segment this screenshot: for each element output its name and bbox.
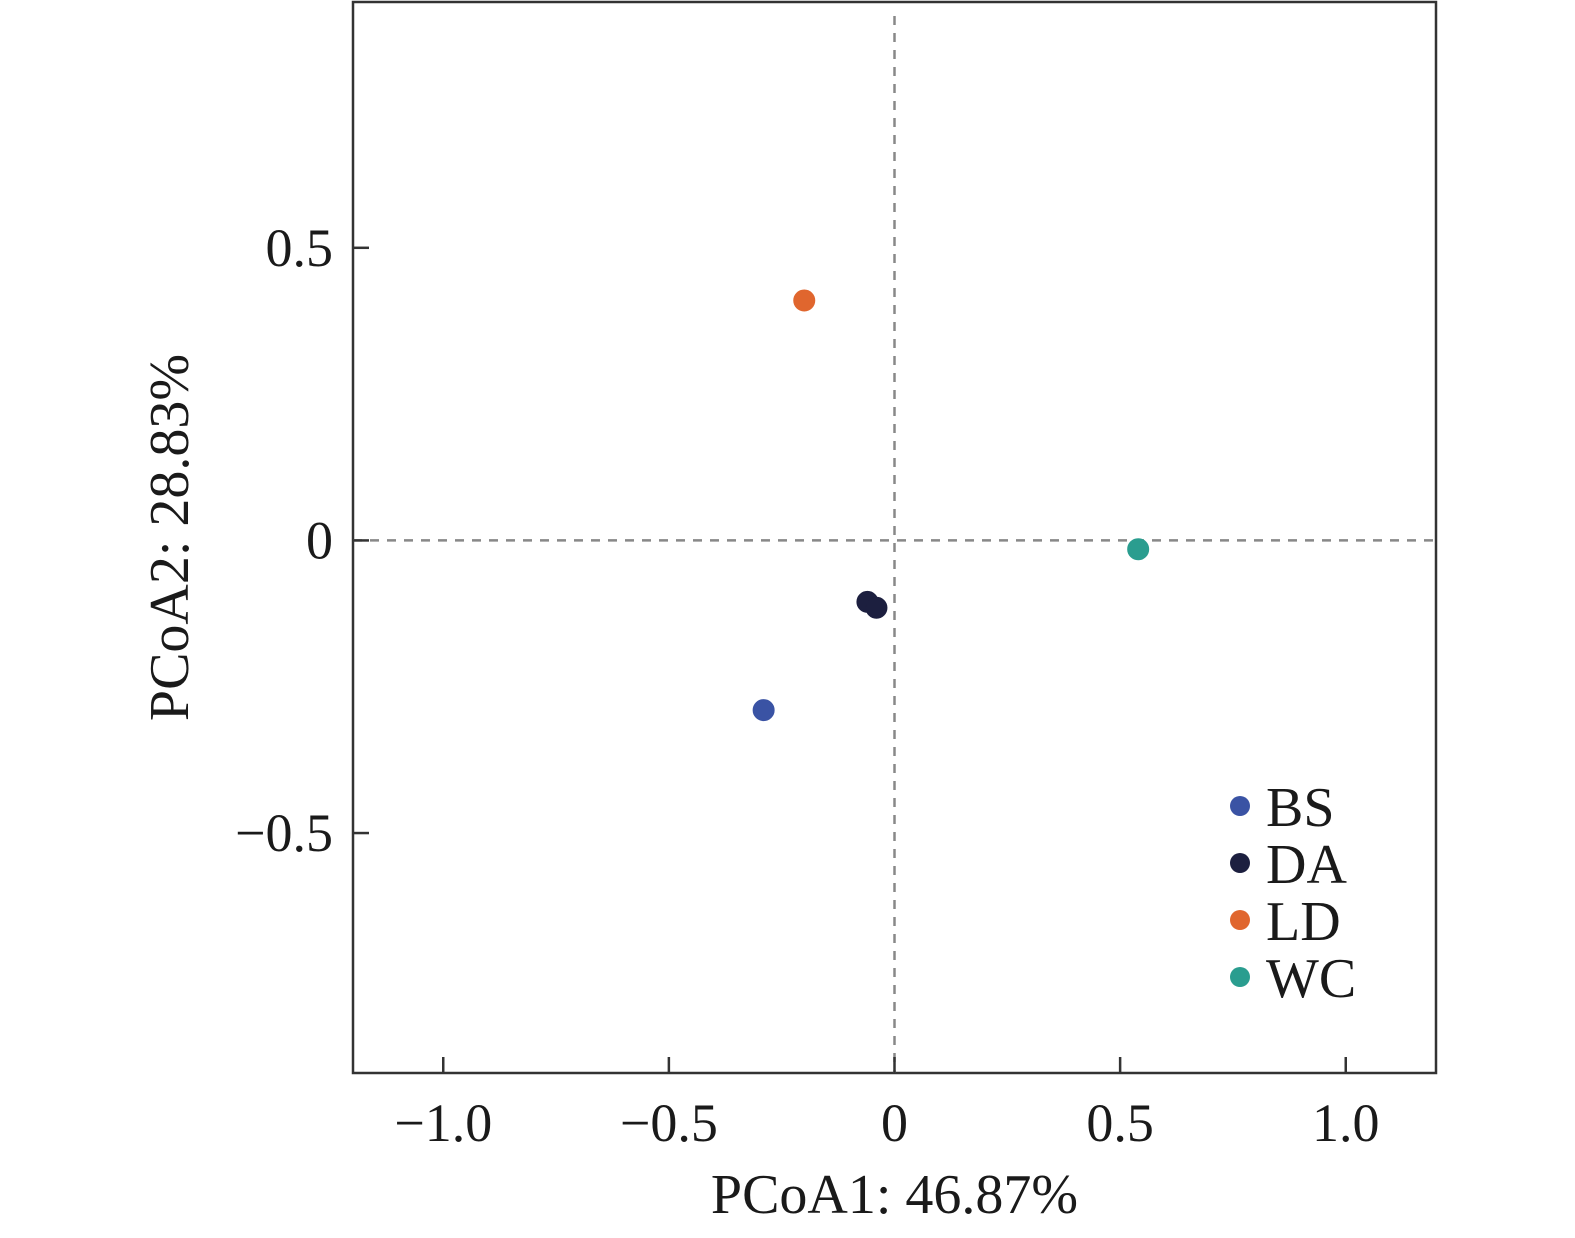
x-tick-label: 1.0: [1312, 1093, 1380, 1153]
data-point-bs: [752, 699, 775, 722]
data-point-ld: [793, 289, 816, 312]
legend-marker-ld: [1230, 910, 1250, 930]
legend-marker-da: [1230, 853, 1250, 873]
legend-marker-bs: [1230, 796, 1250, 816]
y-tick-label: −0.5: [235, 803, 333, 863]
y-tick-label: 0.5: [266, 218, 334, 278]
legend-marker-wc: [1230, 967, 1250, 987]
x-tick-label: −1.0: [394, 1093, 492, 1153]
legend-label-ld: LD: [1266, 891, 1341, 953]
x-tick-label: 0.5: [1086, 1093, 1154, 1153]
legend-label-bs: BS: [1266, 777, 1335, 839]
legend-label-da: DA: [1266, 834, 1347, 896]
legend-label-wc: WC: [1266, 948, 1356, 1010]
x-tick-label: 0: [881, 1093, 908, 1153]
y-axis-title: PCoA2: 28.83%: [139, 354, 201, 721]
y-tick-label: 0: [306, 510, 333, 570]
x-axis-title: PCoA1: 46.87%: [711, 1164, 1078, 1226]
data-point-wc: [1127, 538, 1150, 561]
x-tick-label: −0.5: [620, 1093, 718, 1153]
data-point-da: [865, 596, 888, 619]
